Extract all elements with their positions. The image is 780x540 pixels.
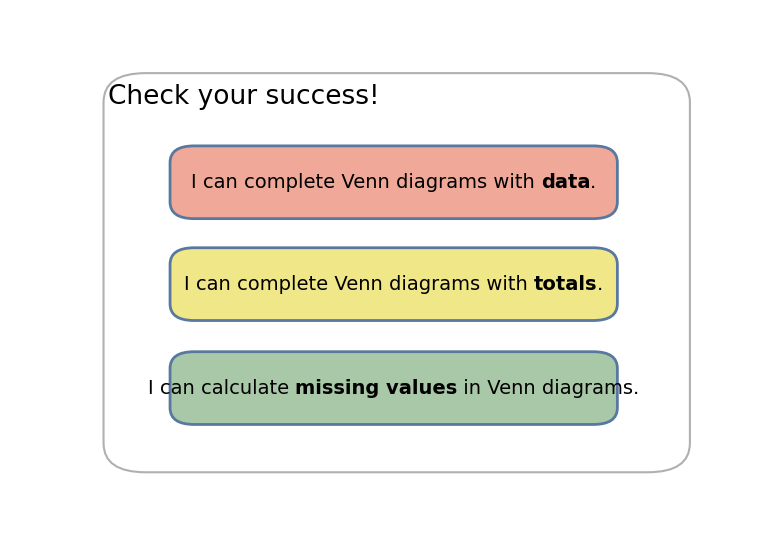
FancyBboxPatch shape [170,352,618,424]
Text: I can calculate: I can calculate [147,379,295,397]
FancyBboxPatch shape [104,73,690,472]
Text: totals: totals [534,275,597,294]
FancyBboxPatch shape [170,248,618,321]
Text: Check your success!: Check your success! [108,84,380,110]
FancyBboxPatch shape [170,146,618,219]
Text: .: . [590,173,597,192]
Text: data: data [541,173,590,192]
Text: .: . [597,275,604,294]
Text: I can complete Venn diagrams with: I can complete Venn diagrams with [184,275,534,294]
Text: missing values: missing values [295,379,457,397]
Text: in Venn diagrams.: in Venn diagrams. [457,379,640,397]
Text: I can complete Venn diagrams with: I can complete Venn diagrams with [191,173,541,192]
